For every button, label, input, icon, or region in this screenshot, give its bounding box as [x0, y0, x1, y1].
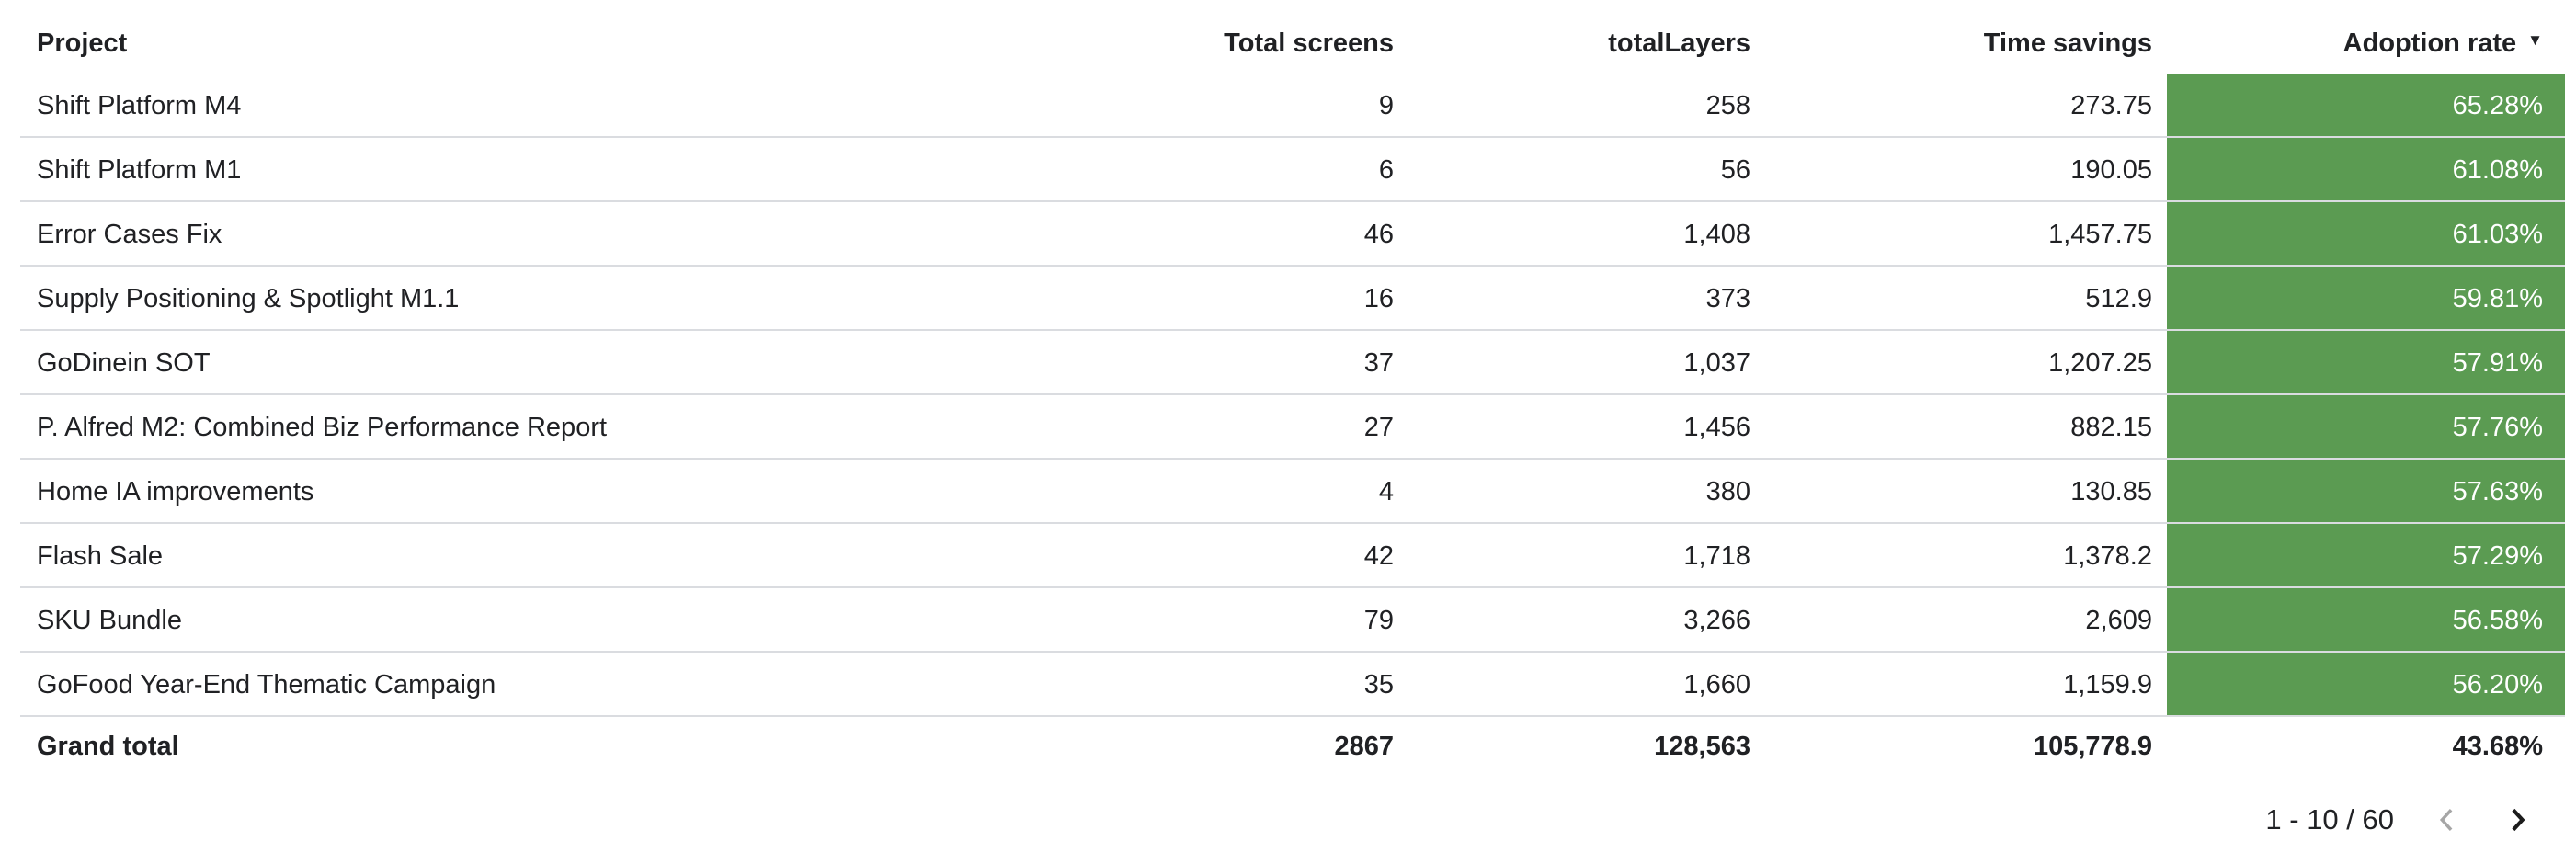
totallayers-cell: 258: [1705, 90, 1750, 120]
total-screens-cell: 6: [1378, 154, 1394, 185]
project-cell: Supply Positioning & Spotlight M1.1: [37, 283, 460, 313]
time-savings-cell: 1,457.75: [2048, 219, 2152, 249]
time-savings-cell: 190.05: [2070, 154, 2152, 185]
time-savings-cell: 1,159.9: [2063, 669, 2152, 699]
table-row: P. Alfred M2: Combined Biz Performance R…: [0, 395, 2576, 460]
table-row: Shift Platform M1 6 56 190.05 61.08%: [0, 138, 2576, 202]
table-row: GoFood Year-End Thematic Campaign 35 1,6…: [0, 653, 2576, 717]
project-cell: Home IA improvements: [37, 476, 314, 506]
pagination-bar: 1 - 10 / 60: [0, 776, 2576, 864]
project-cell: Shift Platform M4: [37, 90, 242, 120]
grand-total-label: Grand total: [37, 731, 179, 761]
totallayers-cell: 1,408: [1683, 219, 1750, 249]
total-screens-cell: 37: [1363, 347, 1394, 378]
sort-desc-icon: ▼: [2527, 31, 2543, 49]
totallayers-cell: 373: [1705, 283, 1750, 313]
grand-total-layers: 128,563: [1654, 731, 1750, 761]
total-screens-cell: 35: [1363, 669, 1394, 699]
adoption-rate-bar-cell: 57.91%: [2167, 331, 2565, 395]
column-header-totallayers[interactable]: totalLayers: [1608, 28, 1750, 58]
adoption-rate-bar-cell: 56.20%: [2167, 653, 2565, 717]
column-header-adoption-rate[interactable]: Adoption rate ▼: [2167, 13, 2565, 74]
project-cell: SKU Bundle: [37, 605, 182, 635]
project-cell: Shift Platform M1: [37, 154, 242, 185]
adoption-rate-bar-cell: 57.29%: [2167, 524, 2565, 588]
table-row: SKU Bundle 79 3,266 2,609 56.58%: [0, 588, 2576, 653]
column-header-project[interactable]: Project: [37, 28, 128, 58]
column-header-time-savings[interactable]: Time savings: [1983, 28, 2152, 58]
time-savings-cell: 273.75: [2070, 90, 2152, 120]
adoption-rate-bar-cell: 61.03%: [2167, 202, 2565, 267]
totallayers-cell: 3,266: [1683, 605, 1750, 635]
grand-total-adoption: 43.68%: [2452, 731, 2543, 761]
chevron-right-icon: [2500, 802, 2535, 837]
project-cell: GoFood Year-End Thematic Campaign: [37, 669, 496, 699]
time-savings-cell: 1,207.25: [2048, 347, 2152, 378]
grand-total-time: 105,778.9: [2033, 731, 2152, 761]
next-page-button[interactable]: [2490, 792, 2545, 847]
chevron-left-icon: [2430, 802, 2465, 837]
table-row: Error Cases Fix 46 1,408 1,457.75 61.03%: [0, 202, 2576, 267]
project-cell: Error Cases Fix: [37, 219, 222, 249]
total-screens-cell: 79: [1363, 605, 1394, 635]
adoption-rate-bar-cell: 65.28%: [2167, 74, 2565, 138]
adoption-rate-bar-cell: 59.81%: [2167, 267, 2565, 331]
totallayers-cell: 1,456: [1683, 412, 1750, 442]
total-screens-cell: 46: [1363, 219, 1394, 249]
column-header-total-screens[interactable]: Total screens: [1224, 28, 1394, 58]
totallayers-cell: 1,718: [1683, 540, 1750, 571]
time-savings-cell: 512.9: [2085, 283, 2152, 313]
adoption-rate-bar-cell: 61.08%: [2167, 138, 2565, 202]
total-screens-cell: 27: [1363, 412, 1394, 442]
table-body: Shift Platform M4 9 258 273.75 65.28% Sh…: [0, 74, 2576, 717]
totallayers-cell: 380: [1705, 476, 1750, 506]
adoption-rate-bar-cell: 57.76%: [2167, 395, 2565, 460]
totallayers-cell: 1,037: [1683, 347, 1750, 378]
total-screens-cell: 9: [1378, 90, 1394, 120]
time-savings-cell: 2,609: [2085, 605, 2152, 635]
adoption-rate-bar-cell: 57.63%: [2167, 460, 2565, 524]
table-row: Flash Sale 42 1,718 1,378.2 57.29%: [0, 524, 2576, 588]
total-screens-cell: 16: [1363, 283, 1394, 313]
pagination-range-label: 1 - 10 / 60: [2265, 803, 2394, 836]
table-row: Supply Positioning & Spotlight M1.1 16 3…: [0, 267, 2576, 331]
project-cell: P. Alfred M2: Combined Biz Performance R…: [37, 412, 608, 442]
table-header-row: Project Total screens totalLayers Time s…: [0, 0, 2576, 74]
total-screens-cell: 4: [1378, 476, 1394, 506]
totallayers-cell: 1,660: [1683, 669, 1750, 699]
table-row: Shift Platform M4 9 258 273.75 65.28%: [0, 74, 2576, 138]
time-savings-cell: 130.85: [2070, 476, 2152, 506]
time-savings-cell: 882.15: [2070, 412, 2152, 442]
adoption-rate-bar-cell: 56.58%: [2167, 588, 2565, 653]
grand-total-screens: 2867: [1334, 731, 1394, 761]
grand-total-row: Grand total 2867 128,563 105,778.9 43.68…: [0, 717, 2576, 776]
adoption-rate-header-label: Adoption rate: [2342, 28, 2517, 58]
table-row: GoDinein SOT 37 1,037 1,207.25 57.91%: [0, 331, 2576, 395]
totallayers-cell: 56: [1720, 154, 1750, 185]
project-cell: GoDinein SOT: [37, 347, 211, 378]
time-savings-cell: 1,378.2: [2063, 540, 2152, 571]
project-cell: Flash Sale: [37, 540, 164, 571]
total-screens-cell: 42: [1363, 540, 1394, 571]
table-row: Home IA improvements 4 380 130.85 57.63%: [0, 460, 2576, 524]
previous-page-button[interactable]: [2420, 792, 2475, 847]
